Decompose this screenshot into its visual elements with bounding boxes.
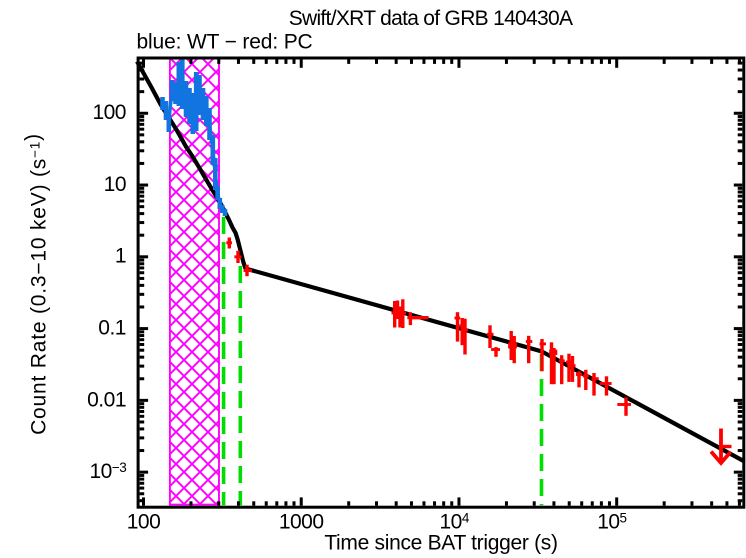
svg-text:blue: WT − red: PC: blue: WT − red: PC — [137, 30, 313, 53]
svg-text:10: 10 — [104, 173, 126, 196]
svg-text:1000: 1000 — [279, 511, 324, 534]
svg-text:Time since BAT trigger (s): Time since BAT trigger (s) — [324, 532, 557, 555]
svg-text:0.01: 0.01 — [87, 388, 126, 411]
svg-text:1: 1 — [115, 245, 126, 268]
svg-text:100: 100 — [127, 511, 161, 534]
svg-text:100: 100 — [92, 101, 126, 124]
svg-text:Swift/XRT data of GRB 140430A: Swift/XRT data of GRB 140430A — [289, 7, 573, 30]
svg-text:0.1: 0.1 — [98, 317, 126, 340]
